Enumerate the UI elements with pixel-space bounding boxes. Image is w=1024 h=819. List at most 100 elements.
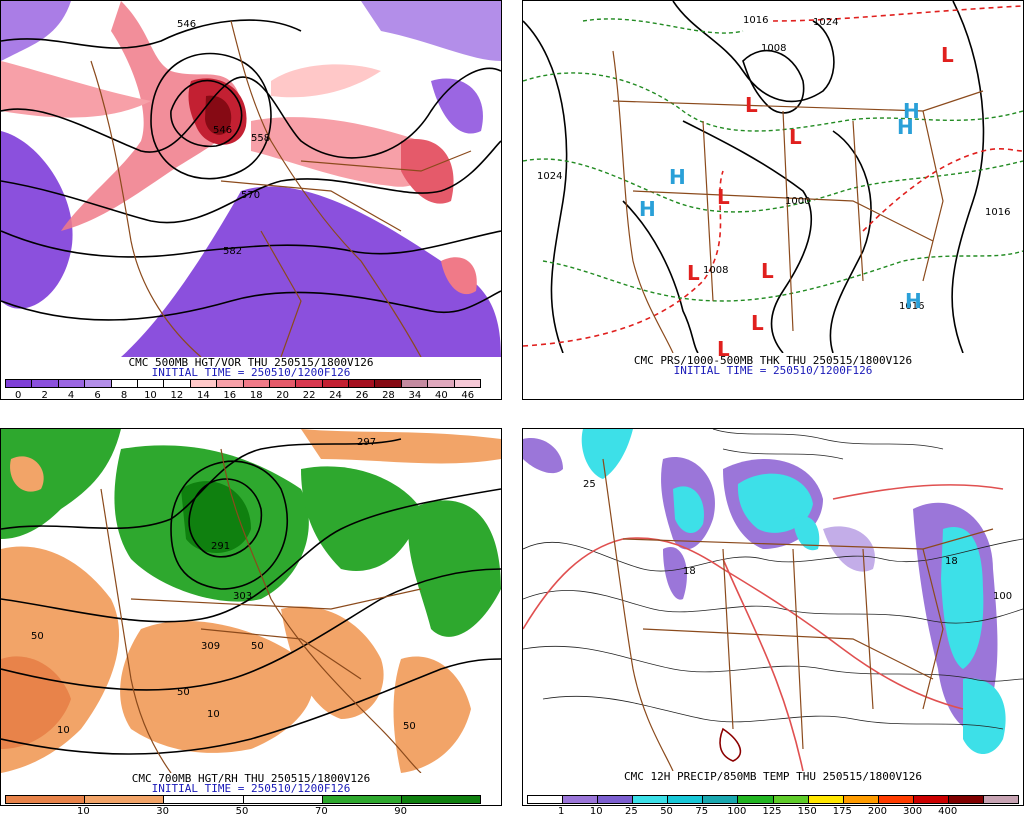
colorbar-swatch <box>401 380 429 387</box>
colorbar-swatch <box>32 380 59 387</box>
colorbar-label: 4 <box>67 390 75 401</box>
isobar-label: 1016 <box>985 207 1010 218</box>
colorbar-swatch <box>843 796 879 803</box>
high-pressure-icon: H <box>903 99 920 123</box>
colorbar-label: 75 <box>695 806 709 817</box>
colorbar-swatch <box>913 796 949 803</box>
contour-label: 10 <box>57 725 70 736</box>
colorbar-swatch <box>6 796 86 803</box>
precip-map: 18 100 25 18 <box>523 429 1023 771</box>
contour-label: 297 <box>357 437 376 448</box>
colorbar-swatch <box>878 796 914 803</box>
colorbar-swatch <box>111 380 138 387</box>
colorbar-swatch <box>948 796 985 803</box>
colorbar-swatch <box>190 380 218 387</box>
colorbar-swatch <box>322 380 350 387</box>
colorbar-label: 175 <box>832 806 852 817</box>
colorbar-swatch <box>633 796 669 803</box>
colorbar-label: 125 <box>762 806 782 817</box>
high-pressure-icon: H <box>905 289 922 313</box>
colorbar-label: 22 <box>302 390 316 401</box>
colorbar-label: 2 <box>41 390 48 401</box>
vorticity-colorbar <box>5 379 481 388</box>
precip-colorbar <box>527 795 1019 804</box>
colorbar-swatch <box>164 796 244 803</box>
low-pressure-icon: L <box>745 93 758 117</box>
colorbar-swatch <box>85 380 112 387</box>
low-pressure-icon: L <box>789 125 802 149</box>
colorbar-label: 1 <box>557 806 565 817</box>
contour-label: 303 <box>233 591 252 602</box>
low-pressure-icon: L <box>717 185 730 209</box>
colorbar-label: 12 <box>170 390 184 401</box>
contour-label: 546 <box>213 125 232 136</box>
pressure-panel: 1024 1016 1008 1000 1008 1016 1024 1016 … <box>522 0 1024 400</box>
contour-label: 558 <box>251 133 270 144</box>
colorbar-label: 46 <box>461 390 475 401</box>
humidity-scale-labels: 10 30 50 70 90 <box>4 806 480 818</box>
colorbar-label: 100 <box>727 806 747 817</box>
colorbar-swatch <box>668 796 704 803</box>
panel-title: CMC PRS/1000-500MB THK THU 250515/1800V1… <box>633 354 913 367</box>
colorbar-swatch <box>296 380 323 387</box>
colorbar-label: 150 <box>797 806 817 817</box>
initial-time: INITIAL TIME = 250510/1200F126 <box>673 364 873 377</box>
colorbar-swatch <box>773 796 809 803</box>
low-pressure-icon: L <box>717 337 730 361</box>
colorbar-label: 50 <box>660 806 673 817</box>
colorbar-swatch <box>454 380 481 387</box>
contour-label: 25 <box>583 479 596 490</box>
vorticity-map: 546 546 558 570 582 <box>1 1 501 357</box>
colorbar-label: 400 <box>938 806 958 817</box>
precip-panel: 18 100 25 18 CMC 12H PRECIP/850MB TEMP T… <box>522 428 1024 806</box>
colorbar-label: 90 <box>394 806 408 817</box>
colorbar-label: 300 <box>903 806 923 817</box>
colorbar-swatch <box>528 796 564 803</box>
colorbar-swatch <box>349 380 376 387</box>
isobar-label: 1000 <box>785 196 810 207</box>
contour-label: 582 <box>223 246 242 257</box>
colorbar-label: 14 <box>196 390 210 401</box>
high-pressure-icon: H <box>897 115 914 139</box>
vorticity-scale-labels: 0 2 4 6 8 10 12 14 16 18 20 22 24 26 28 34 40 46 <box>5 390 481 402</box>
colorbar-label: 25 <box>625 806 638 817</box>
panel-title: CMC 700MB HGT/RH THU 250515/1800V126 <box>131 772 371 785</box>
colorbar-swatch <box>164 380 191 387</box>
isobar-label: 1016 <box>743 15 768 26</box>
low-pressure-icon: L <box>761 259 774 283</box>
colorbar-swatch <box>6 380 33 387</box>
colorbar-label: 16 <box>223 390 237 401</box>
humidity-colorbar <box>5 795 481 804</box>
isobar-label: 1024 <box>537 171 562 182</box>
colorbar-label: 8 <box>120 390 128 401</box>
colorbar-label: 34 <box>408 390 422 401</box>
colorbar-label: 30 <box>156 806 170 817</box>
colorbar-label: 40 <box>434 390 448 401</box>
initial-time: INITIAL TIME = 250510/1200F126 <box>151 782 351 795</box>
colorbar-swatch <box>428 380 455 387</box>
panel-title: CMC 500MB HGT/VOR THU 250515/1800V126 <box>128 356 374 369</box>
contour-label: 50 <box>403 721 416 732</box>
colorbar-swatch <box>375 380 402 387</box>
contour-label: 10 <box>207 709 220 720</box>
contour-label: 309 <box>201 641 220 652</box>
high-pressure-icon: H <box>669 165 686 189</box>
low-pressure-icon: L <box>751 311 764 335</box>
contour-label: 50 <box>177 687 190 698</box>
contour-label: 50 <box>251 641 264 652</box>
colorbar-label: 200 <box>867 806 887 817</box>
colorbar-swatch <box>243 796 323 803</box>
colorbar-swatch <box>322 796 402 803</box>
colorbar-swatch <box>269 380 297 387</box>
colorbar-swatch <box>137 380 165 387</box>
high-pressure-icon: H <box>639 197 656 221</box>
colorbar-label: 20 <box>276 390 290 401</box>
contour-label: 570 <box>241 190 260 201</box>
contour-label: 291 <box>211 541 230 552</box>
colorbar-swatch <box>243 380 270 387</box>
initial-time: INITIAL TIME = 250510/1200F126 <box>151 366 351 379</box>
colorbar-label: 10 <box>589 806 603 817</box>
colorbar-label: 6 <box>94 390 101 401</box>
contour-label: 18 <box>683 566 696 577</box>
contour-label: 18 <box>945 556 958 567</box>
